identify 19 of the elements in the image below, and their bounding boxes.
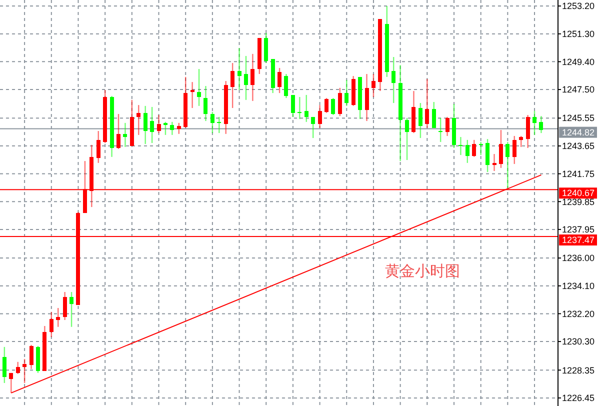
y-tick-label: 1253.20 [562,1,595,12]
y-tick-label: 1247.50 [562,84,595,95]
y-tick-label: 1239.85 [562,196,595,207]
y-tick-label: 1234.10 [562,281,595,292]
y-tick-label: 1243.65 [562,141,595,152]
ref-line-label: 1244.82 [562,127,595,138]
y-tick-label: 1237.95 [562,224,595,235]
y-tick-label: 1236.00 [562,253,595,264]
y-tick-label: 1241.75 [562,168,595,179]
y-tick-label: 1230.30 [562,336,595,347]
y-tick-label: 1232.20 [562,308,595,319]
ref-line-label: 1237.47 [562,235,595,246]
y-tick-label: 1245.55 [562,113,595,124]
y-tick-label: 1249.40 [562,56,595,67]
y-tick-label: 1251.30 [562,28,595,39]
y-tick-label: 1226.45 [562,393,595,404]
annotation: 黄金小时图 [385,262,460,280]
ref-line-label: 1240.67 [562,188,595,198]
y-tick-label: 1228.35 [562,365,595,376]
